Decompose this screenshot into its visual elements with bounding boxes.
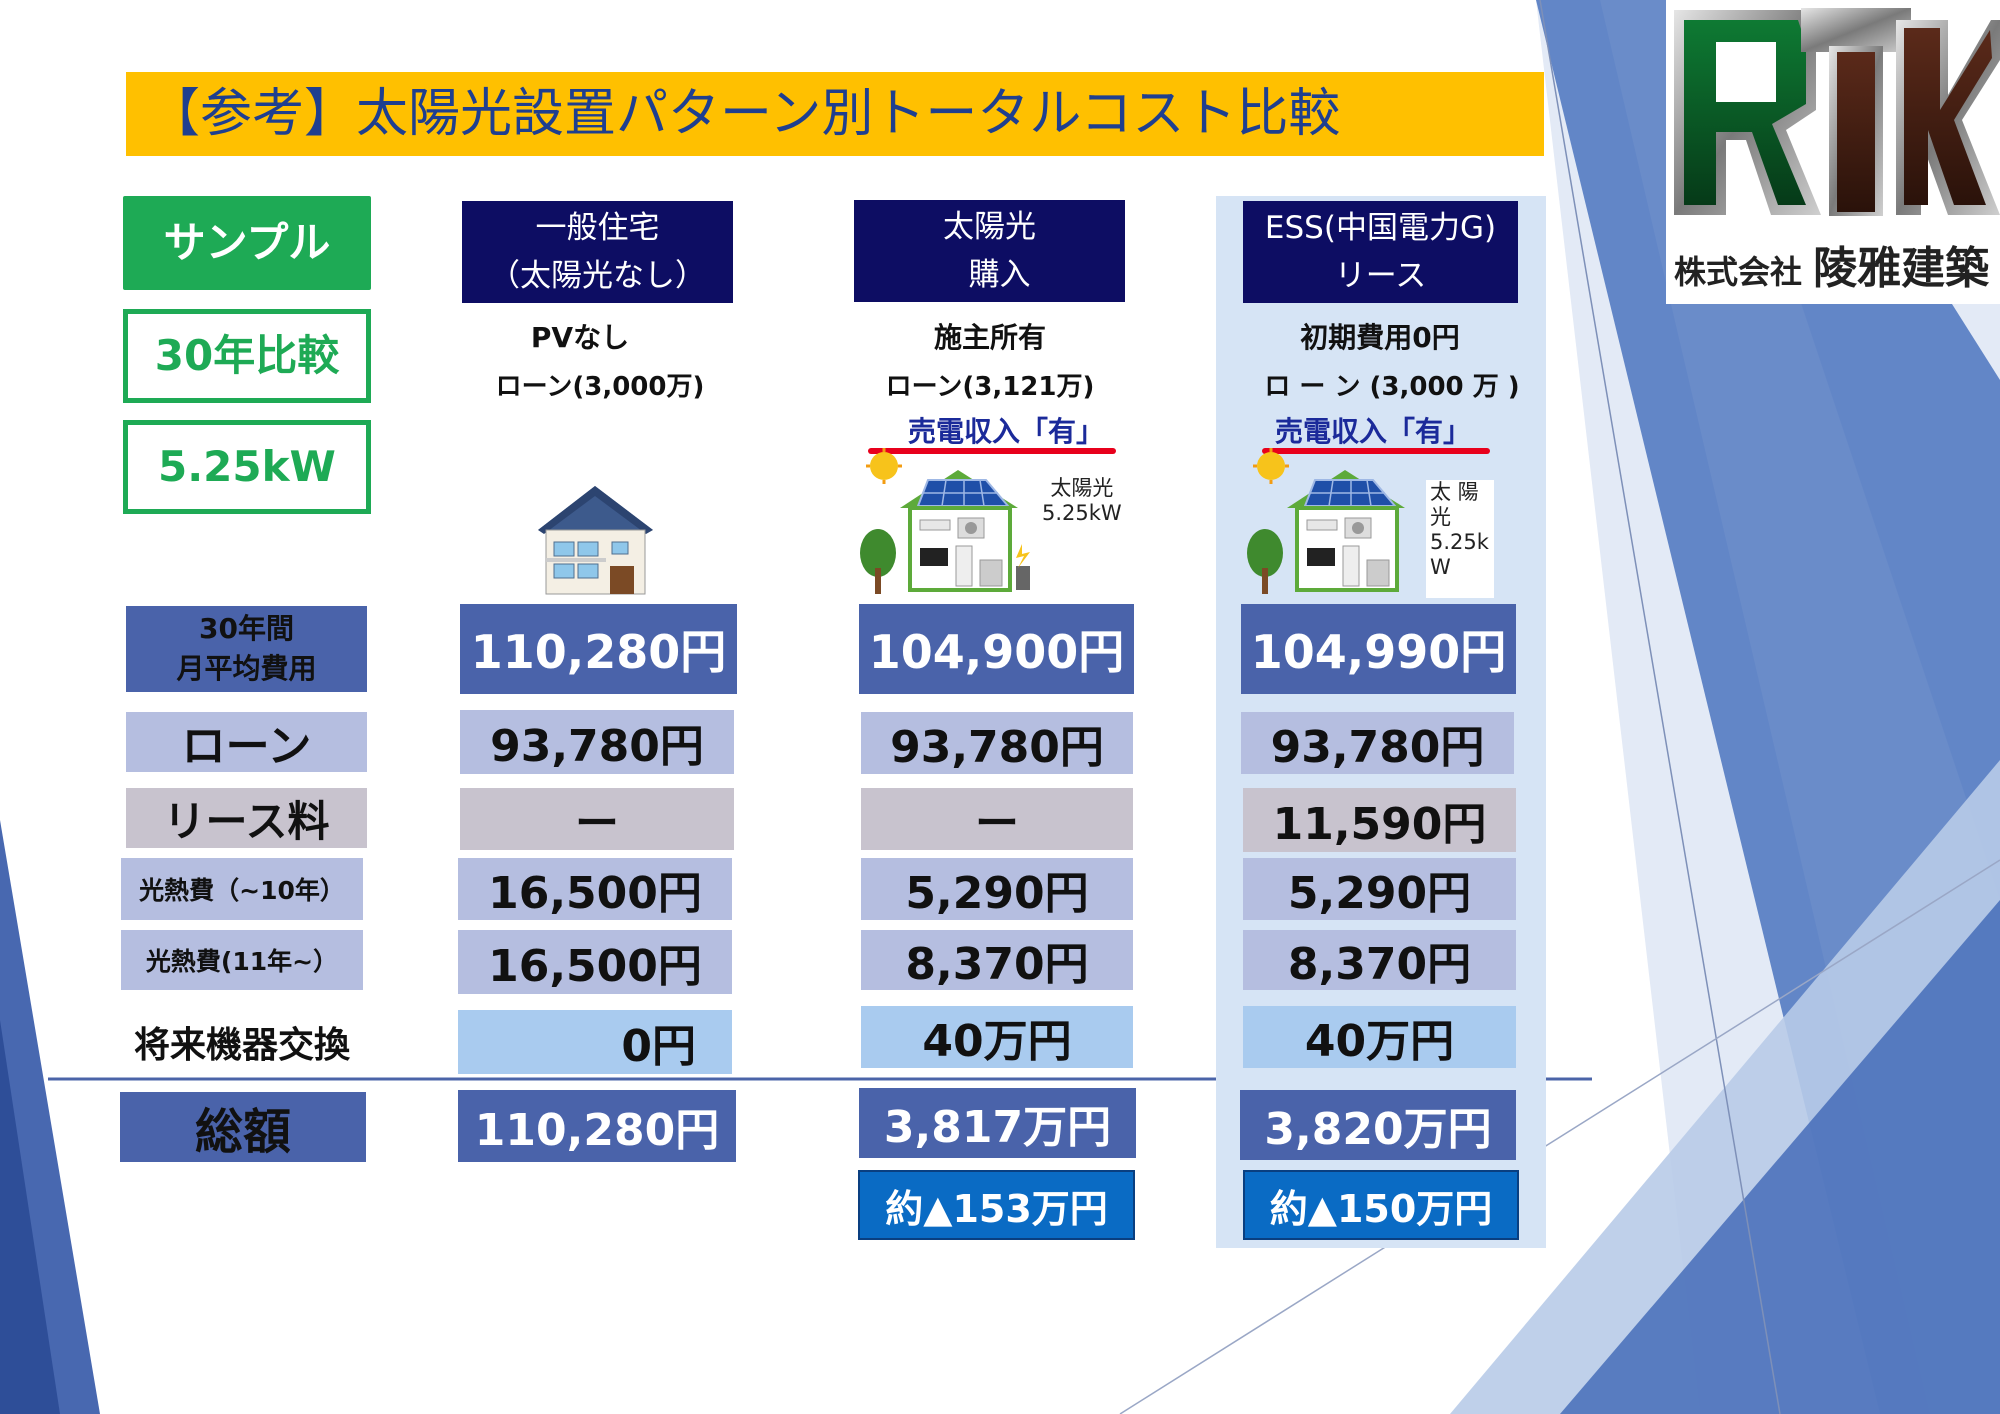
logo-company-name: 陵雅建築 bbox=[1813, 243, 1990, 294]
sample-tag: サンプル bbox=[123, 196, 371, 290]
row-label-monthly-line1: 30年間 bbox=[199, 612, 294, 645]
solar-sub1: 施主所有 bbox=[933, 321, 1046, 354]
ess-note-line2: 5.25k bbox=[1430, 530, 1489, 554]
standard-lease: ー bbox=[460, 788, 734, 850]
years-tag: 30年比較 bbox=[123, 309, 371, 403]
standard-monthly: 110,280円 bbox=[460, 604, 737, 694]
column-header-line1: 一般住宅 bbox=[535, 210, 660, 246]
ess-replacement: 40万円 bbox=[1243, 1006, 1516, 1068]
ess-utility-after11: 8,370円 bbox=[1243, 930, 1516, 990]
standard-total: 110,280円 bbox=[458, 1090, 736, 1162]
ess-solar-house-icon bbox=[1247, 448, 1405, 594]
solar-sub2: ローン(3,121万) bbox=[885, 372, 1095, 402]
ess-lease: 11,590円 bbox=[1243, 788, 1516, 852]
ess-sub2: ロ ー ン (3,000 万 ) bbox=[1264, 372, 1520, 402]
page-title: 【参考】太陽光設置パターン別トータルコスト比較 bbox=[126, 72, 1544, 156]
ess-note: 太 陽 光 5.25k W bbox=[1426, 480, 1494, 598]
capacity-tag: 5.25kW bbox=[123, 420, 371, 514]
ess-sub1: 初期費用0円 bbox=[1300, 321, 1460, 354]
house-icon bbox=[538, 486, 653, 595]
solar-red-underline bbox=[868, 448, 1116, 454]
column-header-solar-purchase: 太陽光 購入 bbox=[854, 200, 1125, 302]
row-label-monthly-line2: 月平均費用 bbox=[176, 652, 317, 685]
solar-utility-first10: 5,290円 bbox=[861, 858, 1133, 920]
row-label-total: 総額 bbox=[120, 1092, 366, 1162]
solar-loan: 93,780円 bbox=[861, 712, 1133, 774]
standard-utility-first10: 16,500円 bbox=[458, 858, 732, 920]
row-label-utility-after11: 光熱費(11年~） bbox=[121, 930, 363, 990]
solar-sell-income: 売電収入「有」 bbox=[908, 415, 1105, 448]
solar-monthly: 104,900円 bbox=[859, 604, 1134, 694]
ess-total: 3,820万円 bbox=[1240, 1090, 1516, 1160]
standard-sub1: PVなし bbox=[530, 321, 630, 354]
column-header-line1: ESS(中国電力G) bbox=[1264, 210, 1497, 246]
standard-sub2: ローン(3,000万) bbox=[495, 372, 705, 402]
ess-utility-first10: 5,290円 bbox=[1243, 858, 1516, 920]
column-header-standard: 一般住宅 （太陽光なし） bbox=[462, 201, 733, 303]
row-label-loan: ローン bbox=[126, 712, 367, 772]
row-label-replacement: 将来機器交換 bbox=[133, 1025, 350, 1066]
solar-replacement: 40万円 bbox=[861, 1006, 1133, 1068]
solar-note-line1: 太陽光 bbox=[1050, 476, 1114, 500]
solar-note: 太陽光 5.25kW bbox=[1042, 476, 1122, 526]
ess-red-underline bbox=[1262, 448, 1490, 454]
column-header-line2: （太陽光なし） bbox=[489, 258, 706, 294]
column-header-ess-lease: ESS(中国電力G) リース bbox=[1243, 201, 1518, 303]
standard-replacement: 0円 bbox=[458, 1010, 732, 1074]
ess-monthly: 104,990円 bbox=[1241, 604, 1516, 694]
solar-total: 3,817万円 bbox=[859, 1088, 1136, 1158]
solar-savings-badge: 約▲153万円 bbox=[858, 1170, 1135, 1240]
rtk-logo-icon bbox=[1674, 8, 2000, 216]
solar-house-icon bbox=[860, 448, 1030, 594]
logo-company-prefix: 株式会社 bbox=[1674, 253, 1803, 291]
row-label-lease: リース料 bbox=[126, 788, 367, 848]
row-label-utility-first10: 光熱費（~10年） bbox=[121, 858, 363, 920]
ess-loan: 93,780円 bbox=[1241, 712, 1514, 774]
column-header-line1: 太陽光 bbox=[943, 209, 1036, 245]
column-header-line2: 購入 bbox=[968, 257, 1031, 293]
company-logo: 株式会社 陵雅建築 bbox=[1666, 0, 2000, 304]
row-label-monthly: 30年間 月平均費用 bbox=[126, 606, 367, 692]
solar-lease: ー bbox=[861, 788, 1133, 850]
ess-sell-income: 売電収入「有」 bbox=[1275, 415, 1472, 448]
column-header-line2: リース bbox=[1334, 258, 1427, 294]
standard-utility-after11: 16,500円 bbox=[458, 930, 732, 994]
ess-savings-badge: 約▲150万円 bbox=[1243, 1170, 1519, 1240]
standard-loan: 93,780円 bbox=[460, 710, 734, 774]
ess-note-line1: 太 陽 光 bbox=[1430, 480, 1479, 529]
ess-note-line3: W bbox=[1430, 555, 1451, 579]
solar-utility-after11: 8,370円 bbox=[861, 930, 1133, 990]
solar-note-line2: 5.25kW bbox=[1042, 501, 1122, 525]
